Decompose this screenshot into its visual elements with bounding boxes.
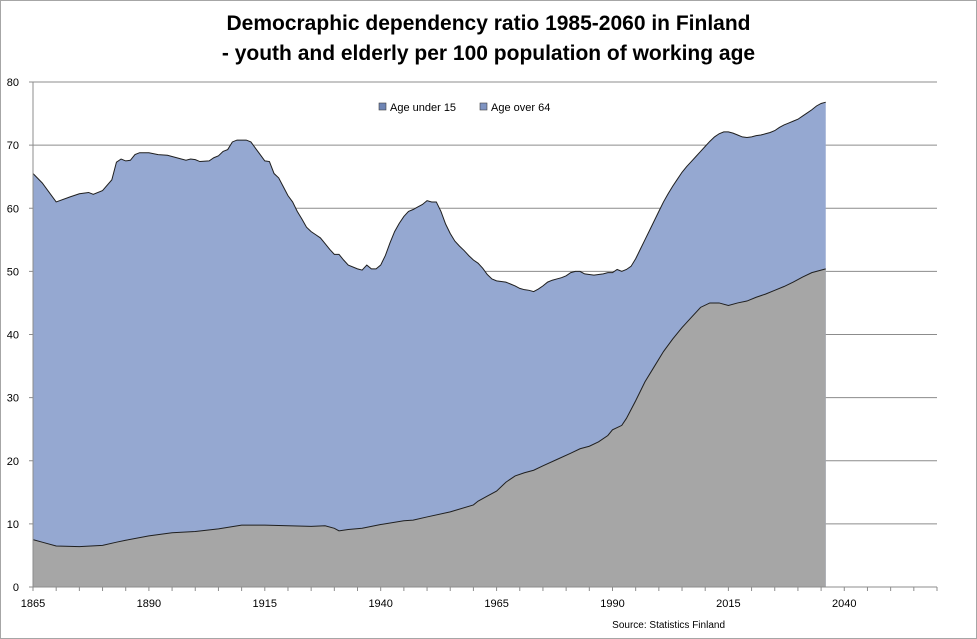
source-note: Source: Statistics Finland — [612, 620, 725, 631]
axes — [29, 81, 938, 591]
outline-age-over-64 — [32, 268, 826, 548]
x-tick-label-1940: 1940 — [368, 598, 392, 610]
legend: Age under 15 Age over 64 — [378, 102, 550, 114]
y-tick-label-0: 0 — [13, 582, 19, 594]
y-tick-label-20: 20 — [7, 456, 19, 468]
x-tick-label-2040: 2040 — [832, 598, 856, 610]
y-axis-tick-labels: 0 10 20 30 40 50 60 70 80 — [7, 77, 19, 594]
y-tick-label-50: 50 — [7, 266, 19, 278]
legend-label: Age under 15 — [390, 102, 456, 114]
x-tick-label-1915: 1915 — [253, 598, 277, 610]
x-tick-label-1990: 1990 — [600, 598, 624, 610]
legend-label: Age over 64 — [491, 102, 550, 114]
x-tick-label-1865: 1865 — [21, 598, 45, 610]
y-tick-label-60: 60 — [7, 203, 19, 215]
legend-item-0: Age under 15 — [378, 102, 456, 114]
y-tick-label-10: 10 — [7, 519, 19, 531]
area-age-over-64 — [33, 268, 826, 587]
x-tick-label-1890: 1890 — [137, 598, 161, 610]
legend-item-1: Age over 64 — [479, 102, 550, 114]
legend-swatch — [378, 102, 387, 111]
x-axis-tick-labels: 1865 1890 1915 1940 1965 1990 2015 2040 — [21, 598, 857, 610]
legend-swatch — [479, 102, 488, 111]
y-tick-label-70: 70 — [7, 140, 19, 152]
y-tick-label-40: 40 — [7, 330, 19, 342]
x-tick-label-1965: 1965 — [484, 598, 508, 610]
y-tick-label-80: 80 — [7, 77, 19, 89]
chart-title-line-1: Democraphic dependency ratio 1985-2060 i… — [226, 12, 751, 35]
y-tick-label-30: 30 — [7, 393, 19, 405]
chart-title-line-2: - youth and elderly per 100 population o… — [221, 42, 756, 65]
stacked-areas — [32, 101, 826, 587]
x-tick-label-2015: 2015 — [716, 598, 740, 610]
outline-total — [32, 101, 826, 293]
